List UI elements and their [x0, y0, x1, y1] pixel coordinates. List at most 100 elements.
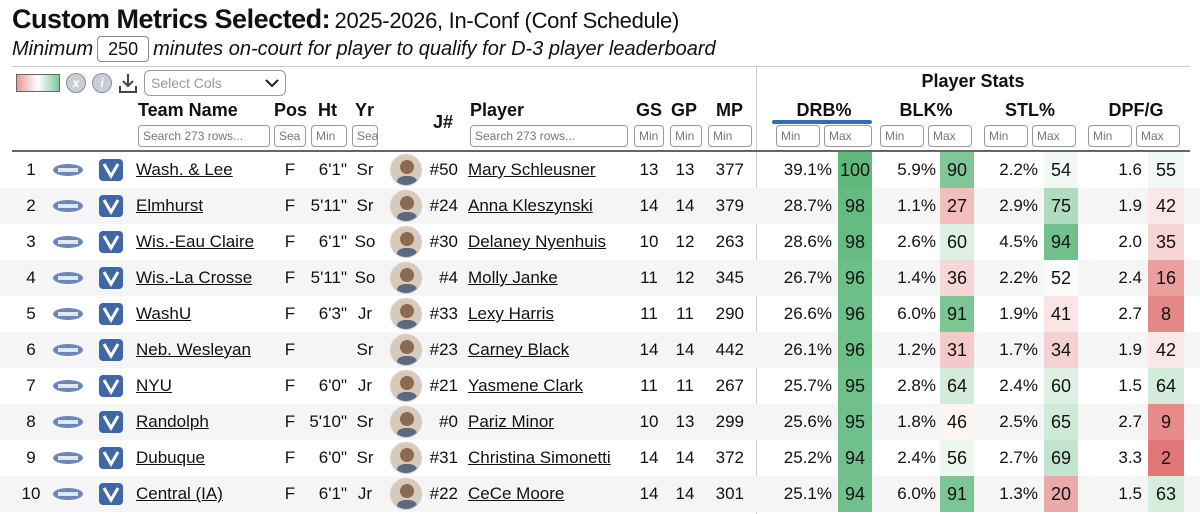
header-mp[interactable]: MP: [716, 100, 743, 120]
blk-percentile: 91: [940, 296, 974, 332]
year: Jr: [357, 376, 373, 395]
pos-filter-input[interactable]: Sea: [274, 125, 306, 147]
player-headshot-icon: [390, 262, 422, 294]
stl-value: 4.5%: [999, 232, 1038, 251]
rank: 9: [26, 448, 36, 467]
player-link[interactable]: CeCe Moore: [468, 484, 565, 503]
gs-min-input[interactable]: Min: [634, 125, 664, 147]
blk-value: 1.8%: [897, 412, 936, 431]
player-link[interactable]: Yasmene Clark: [468, 376, 583, 395]
clear-filters-icon[interactable]: x: [66, 73, 86, 93]
header-team-name[interactable]: Team Name: [138, 100, 238, 120]
player-link[interactable]: Christina Simonetti: [468, 448, 611, 467]
player-link[interactable]: Anna Kleszynski: [468, 196, 593, 215]
player-link[interactable]: Molly Janke: [468, 268, 558, 287]
player-link[interactable]: Pariz Minor: [468, 412, 554, 431]
header-pos[interactable]: Pos: [274, 100, 308, 120]
team-link[interactable]: Wash. & Lee: [136, 160, 233, 179]
table-row: 2 Elmhurst F 5'11" Sr #24 Anna Kleszynsk…: [0, 188, 1200, 224]
blk-value: 6.0%: [897, 304, 936, 323]
drb-max-input[interactable]: Max: [824, 125, 872, 147]
header-stl[interactable]: STL%: [1004, 100, 1055, 120]
team-link[interactable]: Randolph: [136, 412, 209, 431]
dpf-min-input[interactable]: Min: [1088, 125, 1132, 147]
gp-min-input[interactable]: Min: [670, 125, 702, 147]
drb-percentile: 98: [838, 188, 872, 224]
mp-min-input[interactable]: Min: [708, 125, 752, 147]
header-blk[interactable]: BLK%: [899, 100, 953, 120]
rank: 6: [26, 340, 36, 359]
stl-value: 1.7%: [999, 340, 1038, 359]
color-scale-icon[interactable]: [16, 74, 60, 92]
rank: 4: [26, 268, 36, 287]
player-search-input[interactable]: Search 273 rows...: [470, 125, 628, 147]
player-link[interactable]: Lexy Harris: [468, 304, 554, 323]
drb-value: 26.6%: [783, 304, 832, 323]
pos: F: [284, 448, 296, 467]
drb-min-input[interactable]: Min: [776, 125, 820, 147]
conference-logo-icon: [53, 164, 83, 176]
team-search-input[interactable]: Search 273 rows...: [138, 125, 270, 147]
select-cols-placeholder: Select Cols: [151, 75, 222, 91]
dpf-max-input[interactable]: Max: [1136, 125, 1180, 147]
player-link[interactable]: Mary Schleusner: [468, 160, 596, 179]
team-link[interactable]: Wis.-Eau Claire: [136, 232, 255, 251]
gp: 11: [676, 376, 694, 395]
page-title: Custom Metrics Selected: 2025-2026, In-C…: [12, 4, 679, 35]
blk-value: 2.8%: [897, 376, 936, 395]
info-icon[interactable]: i: [92, 73, 112, 93]
conference-logo-icon: [53, 200, 83, 212]
rank: 5: [26, 304, 36, 323]
team-link[interactable]: Elmhurst: [136, 196, 204, 215]
team-link[interactable]: Neb. Wesleyan: [136, 340, 251, 359]
player-link[interactable]: Carney Black: [468, 340, 570, 359]
select-cols-dropdown[interactable]: Select Cols: [144, 70, 286, 96]
team-link[interactable]: NYU: [136, 376, 172, 395]
team-link[interactable]: Wis.-La Crosse: [136, 268, 253, 287]
header-ht[interactable]: Ht: [318, 100, 337, 120]
header-gp[interactable]: GP: [671, 100, 698, 120]
blk-min-input[interactable]: Min: [880, 125, 924, 147]
stl-value: 2.2%: [999, 268, 1038, 287]
rank: 10: [21, 484, 41, 503]
conference-logo-icon: [53, 416, 83, 428]
yr-filter-input[interactable]: Sea: [352, 125, 378, 147]
stl-percentile: 41: [1044, 296, 1078, 332]
ht-min-input[interactable]: Min: [311, 125, 347, 147]
gs: 14: [639, 196, 659, 215]
header-player[interactable]: Player: [470, 100, 525, 120]
header-yr[interactable]: Yr: [355, 100, 375, 120]
pos: F: [284, 412, 296, 431]
dpf-value: 2.7: [1118, 304, 1142, 323]
drb-percentile: 95: [838, 404, 872, 440]
minimum-minutes-input[interactable]: 250: [97, 36, 150, 62]
header-gs[interactable]: GS: [636, 100, 663, 120]
gs: 11: [640, 376, 658, 395]
drb-value: 28.7%: [783, 196, 832, 215]
player-link[interactable]: Delaney Nyenhuis: [468, 232, 606, 251]
rank: 2: [26, 196, 36, 215]
dpf-value: 2.7: [1118, 412, 1142, 431]
stl-value: 2.7%: [999, 448, 1038, 467]
gp: 13: [675, 412, 695, 431]
gp: 14: [675, 340, 695, 359]
team-link[interactable]: Dubuque: [136, 448, 206, 467]
header-drb[interactable]: DRB%: [796, 100, 852, 120]
blk-value: 6.0%: [897, 484, 936, 503]
header-jersey[interactable]: J#: [433, 112, 454, 132]
sort-indicator: [772, 120, 872, 124]
team-link[interactable]: WashU: [136, 304, 192, 323]
dpf-percentile: 9: [1148, 404, 1184, 440]
drb-percentile: 98: [838, 224, 872, 260]
table-row: 8 Randolph F 5'10" Sr #0 Pariz Minor 10 …: [0, 404, 1200, 440]
stl-max-input[interactable]: Max: [1032, 125, 1076, 147]
group-title-player-stats: Player Stats: [921, 71, 1025, 91]
team-link[interactable]: Central (IA): [136, 484, 223, 503]
blk-max-input[interactable]: Max: [928, 125, 972, 147]
header-dpf[interactable]: DPF/G: [1108, 100, 1164, 120]
download-icon[interactable]: [118, 72, 138, 94]
blk-percentile: 46: [940, 404, 974, 440]
stl-percentile: 54: [1044, 152, 1078, 188]
blk-value: 5.9%: [897, 160, 936, 179]
stl-min-input[interactable]: Min: [984, 125, 1028, 147]
